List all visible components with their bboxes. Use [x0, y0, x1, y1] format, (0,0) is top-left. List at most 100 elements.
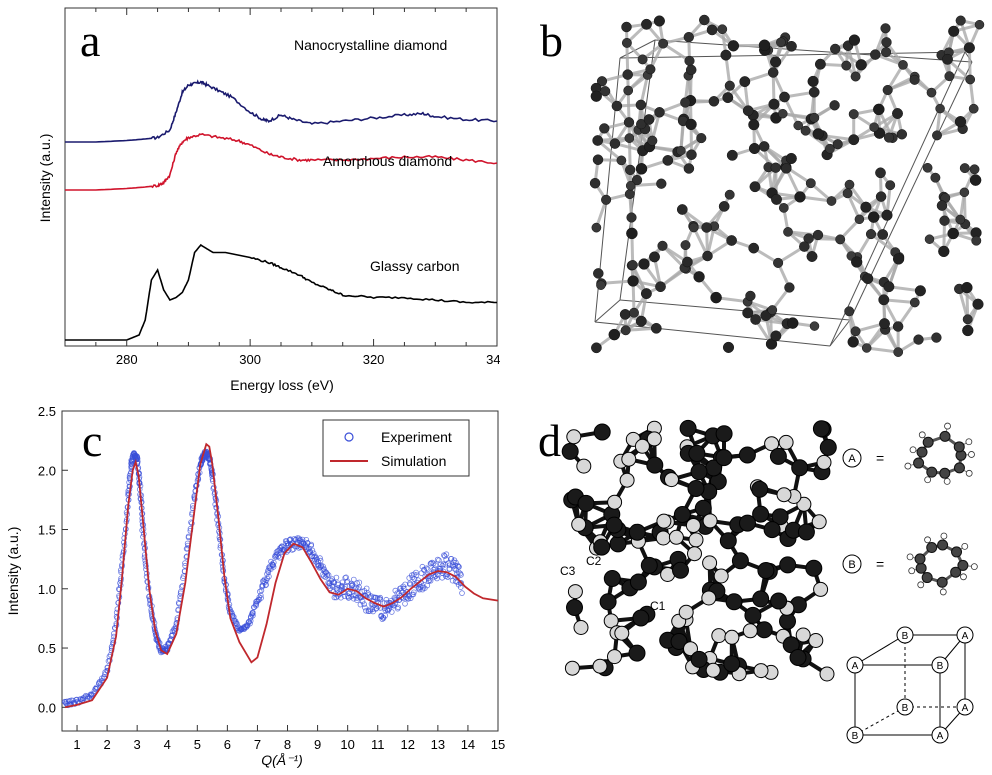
atom: [849, 35, 860, 46]
atom: [849, 135, 859, 145]
atom: [881, 24, 891, 34]
cube-vertex-label: B: [902, 703, 909, 714]
light-atom: [743, 624, 757, 638]
dark-atom: [740, 515, 756, 531]
atom: [845, 307, 854, 316]
atom: [617, 156, 626, 165]
atom: [596, 281, 605, 290]
hydrogen-atom: [940, 589, 946, 595]
atom: [937, 201, 947, 211]
spectrum-line-1: [65, 82, 497, 143]
atom: [655, 107, 665, 117]
atom: [942, 54, 952, 64]
atom: [644, 114, 654, 124]
atom: [749, 243, 759, 253]
atom: [960, 163, 969, 172]
light-atom: [689, 533, 703, 547]
atom: [862, 344, 871, 353]
atom: [970, 165, 979, 174]
carbon-atom: [940, 468, 950, 478]
atom: [676, 146, 685, 155]
atom: [591, 91, 602, 102]
hydrogen-atom: [918, 582, 924, 588]
hydrogen-atom: [944, 478, 950, 484]
atom: [785, 283, 795, 293]
atom: [884, 282, 894, 292]
cube-vertex-label: A: [937, 731, 944, 742]
atom: [718, 25, 727, 34]
atom: [600, 86, 610, 96]
svg-text:B: B: [848, 559, 855, 571]
atom: [591, 343, 601, 353]
atom: [787, 318, 798, 329]
atom: [687, 150, 697, 160]
atom: [626, 228, 637, 239]
cube-vertex-label: B: [902, 631, 909, 642]
atom: [627, 213, 637, 223]
atom: [898, 60, 907, 69]
carbon-atom: [917, 447, 927, 457]
hydrogen-atom: [925, 537, 931, 543]
atom: [927, 88, 936, 97]
atom: [931, 173, 940, 182]
dark-atom: [764, 522, 780, 538]
atom: [962, 325, 973, 336]
atom: [861, 202, 872, 213]
hydrogen-atom: [941, 533, 947, 539]
atom: [703, 251, 713, 261]
atom: [914, 335, 924, 345]
cube-vertex-label: B: [852, 731, 859, 742]
light-atom: [686, 519, 700, 533]
atom: [879, 318, 889, 328]
atom: [836, 235, 845, 244]
cube-vertex-label: A: [962, 703, 969, 714]
atom: [778, 109, 787, 118]
atom: [956, 16, 966, 26]
atom: [786, 41, 796, 51]
dark-atom: [756, 622, 772, 638]
atom: [843, 189, 852, 198]
dark-atom: [780, 557, 796, 573]
atom: [910, 75, 920, 85]
dark-atom: [739, 447, 755, 463]
key-b: B =: [843, 555, 884, 573]
atom: [881, 47, 891, 57]
x-tick-label: 11: [371, 737, 385, 752]
atom: [638, 55, 647, 64]
atom: [807, 251, 817, 261]
light-atom: [809, 634, 823, 648]
dark-atom: [578, 495, 594, 511]
legend-simulation: Simulation: [381, 453, 446, 469]
atom: [697, 133, 707, 143]
atom: [707, 25, 717, 35]
hydrogen-atom: [909, 568, 915, 574]
dark-atom: [680, 420, 696, 436]
atom: [795, 192, 806, 203]
light-atom: [622, 452, 636, 466]
atom: [625, 134, 634, 143]
atom: [964, 43, 975, 54]
atom: [799, 242, 809, 252]
dark-atom: [813, 421, 829, 437]
atom: [686, 119, 697, 130]
atom: [702, 223, 712, 233]
atom: [771, 163, 781, 173]
atom: [970, 175, 981, 186]
atom: [851, 72, 860, 81]
dark-atom: [567, 600, 583, 616]
x-tick-label: 2: [103, 737, 110, 752]
x-tick-label: 7: [254, 737, 261, 752]
atom: [709, 96, 719, 106]
dark-atom: [798, 524, 814, 540]
atom: [810, 113, 819, 122]
x-tick-label: 10: [340, 737, 354, 752]
atom: [884, 133, 894, 143]
atom: [628, 276, 639, 287]
atom: [870, 50, 880, 60]
cell-edge: [595, 300, 620, 322]
x-tick-label: 280: [116, 352, 138, 367]
hydrogen-atom: [968, 451, 974, 457]
atom: [894, 348, 903, 357]
